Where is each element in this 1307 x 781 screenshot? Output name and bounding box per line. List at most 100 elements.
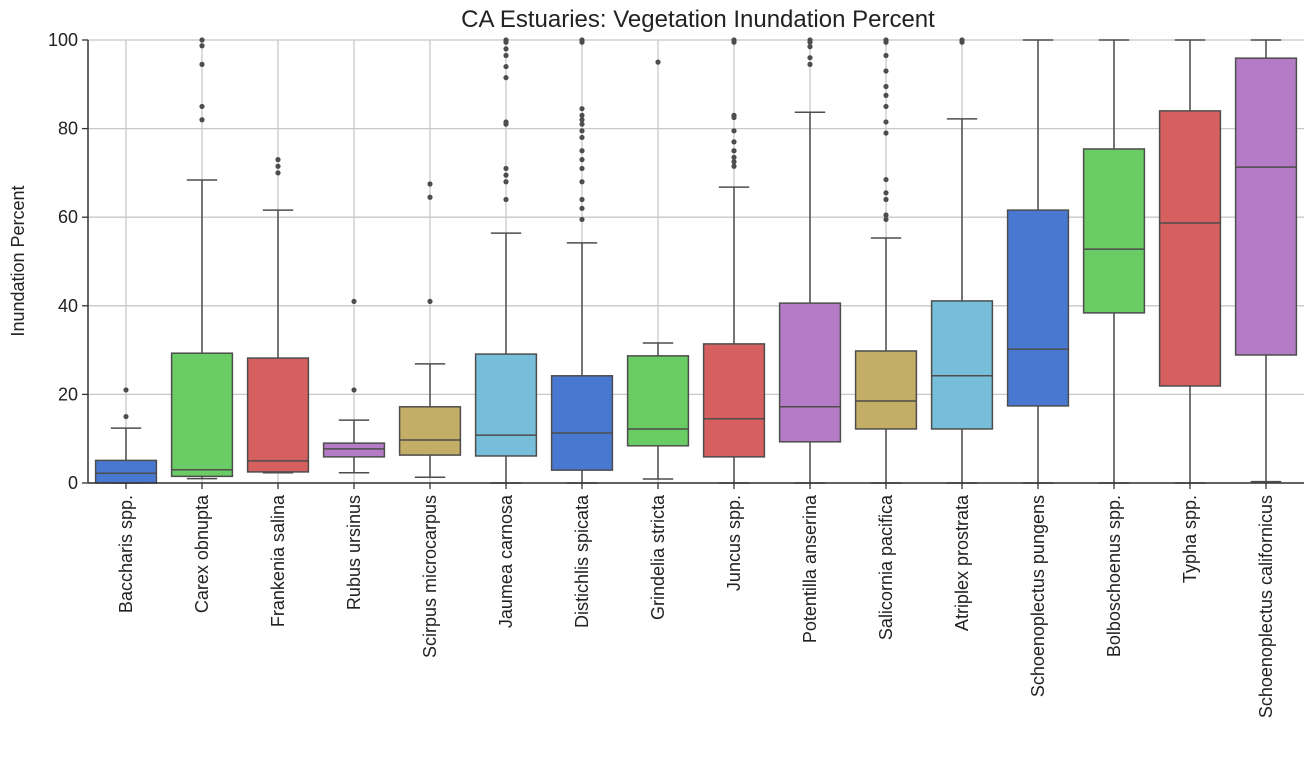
box [550, 375, 614, 471]
box [1006, 209, 1070, 407]
outlier [579, 179, 585, 185]
x-tick-label: Distichlis spicata [572, 494, 592, 628]
outlier [199, 103, 205, 110]
outlier [883, 216, 889, 223]
outlier [199, 37, 205, 43]
outlier [883, 92, 889, 98]
x-tick-label: Rubus ursinus [344, 495, 364, 610]
box [702, 343, 766, 458]
outlier [883, 190, 889, 196]
outlier [427, 181, 433, 187]
outlier [579, 216, 585, 223]
outlier [883, 196, 889, 203]
outlier [579, 165, 585, 172]
outlier [807, 44, 813, 50]
x-tick-label: Juncus spp. [724, 495, 744, 591]
y-tick-label: 0 [68, 473, 78, 493]
box [170, 352, 234, 478]
outlier [503, 119, 509, 125]
outlier [579, 134, 585, 141]
x-tick-label: Jaumea carnosa [496, 494, 516, 628]
x-tick-label: Typha spp. [1180, 495, 1200, 583]
y-tick-label: 60 [58, 207, 78, 227]
outlier [807, 37, 813, 43]
y-tick-label: 40 [58, 296, 78, 316]
outlier [883, 212, 889, 218]
box [474, 353, 538, 457]
outlier [199, 117, 205, 123]
outlier [883, 37, 889, 43]
outlier [731, 128, 737, 134]
outlier [503, 46, 509, 52]
outlier [199, 61, 205, 67]
outlier [731, 112, 737, 118]
box [778, 302, 842, 443]
outlier [731, 139, 737, 145]
x-tick-label: Potentilla anserina [800, 494, 820, 643]
outlier [275, 163, 281, 169]
outlier [427, 298, 433, 304]
box [398, 406, 462, 456]
x-tick-label: Carex obnupta [192, 494, 212, 613]
outlier [199, 43, 205, 49]
outlier [731, 163, 737, 169]
outlier [427, 194, 433, 200]
outlier [503, 196, 509, 203]
outlier [731, 159, 737, 165]
x-tick-label: Bolboschoenus spp. [1104, 495, 1124, 657]
outlier [883, 83, 889, 90]
box [1082, 148, 1146, 314]
outlier [579, 112, 585, 118]
outlier [883, 68, 889, 74]
outlier [503, 165, 509, 172]
outlier [579, 196, 585, 203]
outlier [351, 387, 357, 393]
box [94, 459, 158, 484]
box [1234, 57, 1298, 356]
outlier [655, 59, 661, 65]
outlier [503, 172, 509, 178]
box [626, 355, 690, 447]
outlier [579, 117, 585, 123]
outlier [731, 154, 737, 160]
y-tick-label: 100 [48, 30, 78, 50]
box [322, 442, 386, 458]
box [1158, 110, 1222, 387]
outlier [579, 106, 585, 112]
box [854, 350, 918, 430]
outlier [731, 148, 737, 154]
y-tick-label: 80 [58, 119, 78, 139]
outlier [883, 176, 889, 183]
x-tick-label: Frankenia salina [268, 494, 288, 627]
outlier [883, 52, 889, 59]
outlier [579, 128, 585, 134]
x-tick-label: Atriplex prostrata [952, 494, 972, 631]
x-tick-label: Baccharis spp. [116, 495, 136, 613]
outlier [503, 52, 509, 59]
outlier [579, 148, 585, 154]
outlier [275, 170, 281, 176]
outlier [351, 298, 357, 304]
x-tick-label: Grindelia stricta [648, 494, 668, 620]
outlier [807, 55, 813, 61]
x-tick-label: Schoenoplectus pungens [1028, 495, 1048, 697]
y-axis-label: Inundation Percent [8, 185, 28, 336]
outlier [503, 75, 509, 81]
outlier [503, 63, 509, 70]
outlier [123, 413, 129, 420]
outlier [275, 157, 281, 163]
outlier [123, 387, 129, 393]
y-tick-label: 20 [58, 384, 78, 404]
outlier [807, 61, 813, 67]
outlier [503, 37, 509, 43]
outlier [503, 179, 509, 185]
outlier [959, 37, 965, 43]
outlier [883, 130, 889, 136]
x-tick-label: Scirpus microcarpus [420, 495, 440, 658]
chart-title: CA Estuaries: Vegetation Inundation Perc… [461, 6, 935, 33]
outlier [883, 103, 889, 110]
outlier [883, 119, 889, 125]
x-tick-label: Salicornia pacifica [876, 494, 896, 640]
